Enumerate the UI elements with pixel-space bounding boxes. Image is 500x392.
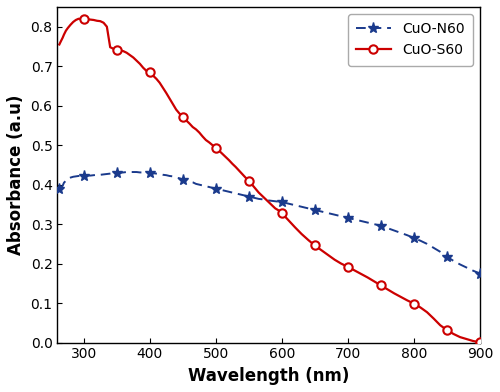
Y-axis label: Absorbance (a.u): Absorbance (a.u) — [7, 94, 25, 255]
X-axis label: Wavelength (nm): Wavelength (nm) — [188, 367, 350, 385]
Legend: CuO-N60, CuO-S60: CuO-N60, CuO-S60 — [348, 14, 473, 65]
